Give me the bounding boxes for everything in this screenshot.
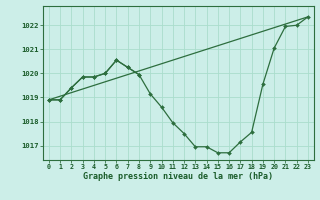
X-axis label: Graphe pression niveau de la mer (hPa): Graphe pression niveau de la mer (hPa)	[84, 172, 273, 181]
